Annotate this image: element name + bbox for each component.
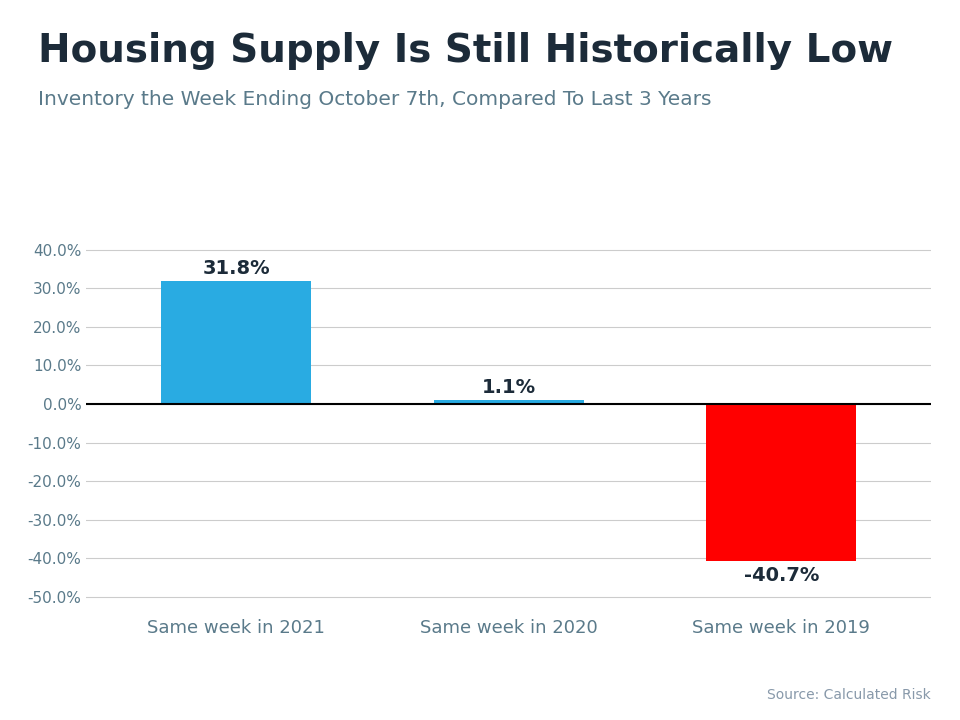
Text: Inventory the Week Ending October 7th, Compared To Last 3 Years: Inventory the Week Ending October 7th, C… [38,90,712,109]
Text: Housing Supply Is Still Historically Low: Housing Supply Is Still Historically Low [38,32,894,71]
Text: 1.1%: 1.1% [482,378,536,397]
Bar [434,400,584,404]
Bar [161,282,311,404]
Bar [707,404,856,561]
Text: -40.7%: -40.7% [744,566,819,585]
Text: Source: Calculated Risk: Source: Calculated Risk [767,688,931,702]
Text: 31.8%: 31.8% [203,259,270,278]
